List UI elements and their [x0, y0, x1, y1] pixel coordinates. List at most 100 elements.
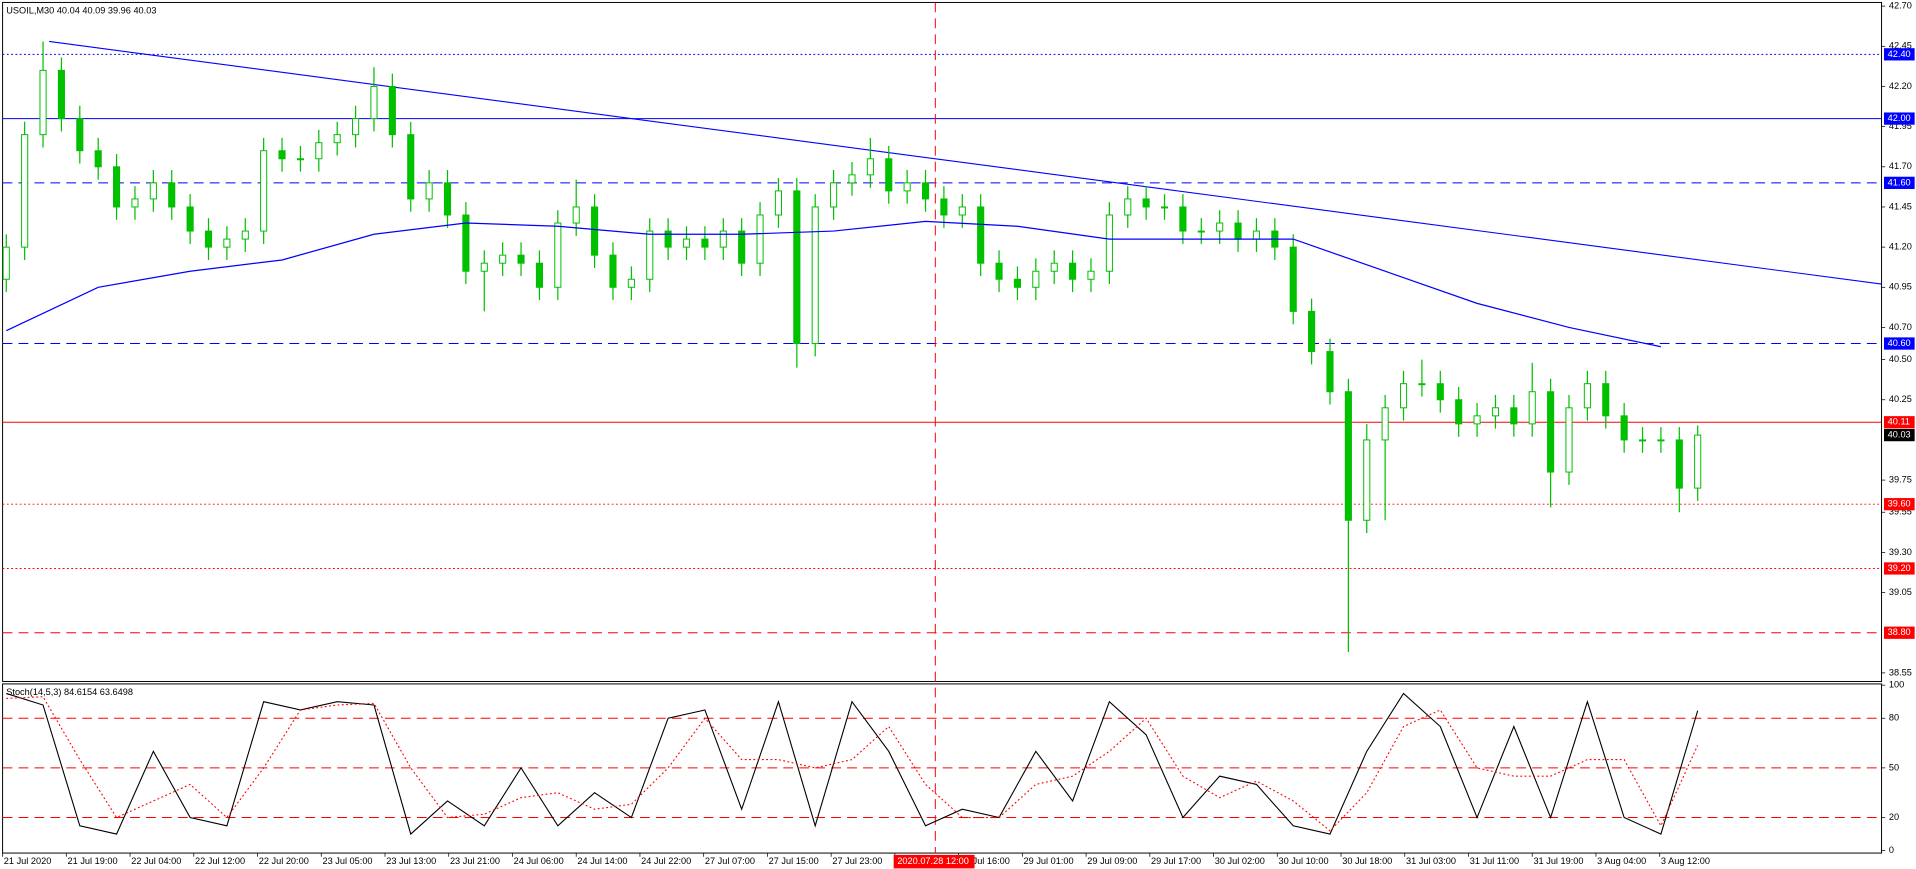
stoch-line: [6, 692, 1699, 836]
level-tag: [1883, 562, 1915, 575]
trendline: [49, 40, 1882, 285]
x-tick-label: 27 Jul 15:00: [769, 856, 819, 866]
candle-body: [1436, 383, 1444, 401]
candle-body: [1675, 439, 1683, 489]
level-tag: [1883, 498, 1915, 511]
level-tag: [1883, 48, 1915, 61]
x-tick-label: 23 Jul 21:00: [450, 856, 500, 866]
candle-body: [627, 278, 635, 288]
candle-body: [921, 182, 930, 200]
x-tick-label: 30 Jul 10:00: [1279, 856, 1329, 866]
level-tag: [1883, 626, 1915, 639]
x-tick-label: 29 Jul 01:00: [1024, 856, 1074, 866]
candle-body: [1105, 214, 1113, 272]
x-tick-label: 24 Jul 06:00: [514, 856, 564, 866]
y-tick-label: 40.25: [1889, 394, 1912, 404]
stoch-line: [6, 696, 1699, 832]
candle-body: [1289, 246, 1297, 312]
stoch-pane: [2, 683, 1883, 854]
y-tick-label: 39.55: [1889, 507, 1912, 517]
candle-body: [1363, 439, 1371, 521]
candle-body: [462, 214, 470, 272]
y-tick-label: 41.20: [1889, 242, 1912, 252]
x-tick-label: 24 Jul 22:00: [641, 856, 691, 866]
candle-body: [443, 182, 452, 216]
y-tick-label: 42.20: [1889, 81, 1912, 91]
candle-body: [186, 206, 194, 232]
symbol-label: USOIL,M30 40.04 40.09 39.96 40.03: [6, 5, 156, 15]
candle-body: [1013, 278, 1021, 288]
x-tick-label: 29 Jul 17:00: [1151, 856, 1201, 866]
candle-body: [1142, 198, 1150, 208]
y-tick-label: 40.70: [1889, 322, 1912, 332]
candle-body: [1528, 391, 1536, 425]
candle-body: [168, 182, 176, 208]
candle-body: [315, 142, 323, 160]
level-label: 42.40: [1888, 49, 1911, 59]
candle-body: [701, 238, 709, 248]
candle-body: [1473, 415, 1481, 425]
candle-body: [499, 254, 507, 264]
y-tick-label: 39.30: [1889, 547, 1912, 557]
x-tick-label: 22 Jul 12:00: [195, 856, 245, 866]
level-tag: [1883, 112, 1915, 125]
candle-body: [1638, 439, 1647, 442]
candle-body: [1197, 230, 1205, 233]
candle-body: [1510, 407, 1518, 425]
y-tick-label: 100: [1889, 680, 1904, 690]
x-tick-label: 23 Jul 05:00: [322, 856, 372, 866]
indicator-label: Stoch(14,5,3) 84.6154 63.6498: [6, 687, 133, 697]
candle-body: [591, 206, 599, 256]
candle-body: [113, 166, 121, 208]
y-tick-label: 42.45: [1889, 41, 1912, 51]
x-tick-label: 22 Jul 20:00: [259, 856, 309, 866]
candle-body: [1160, 206, 1169, 209]
candle-body: [1547, 391, 1555, 473]
candle-body: [535, 262, 543, 288]
level-tag: [1883, 416, 1915, 429]
candle-body: [94, 150, 102, 168]
candle-body: [333, 134, 341, 144]
candle-body: [977, 206, 985, 264]
level-label: 41.60: [1888, 177, 1911, 187]
candle-body: [1583, 383, 1591, 409]
candle-body: [848, 174, 856, 184]
candle-body: [76, 118, 84, 152]
candle-body: [719, 230, 727, 248]
level-tag: [1883, 176, 1915, 189]
level-label: 39.60: [1888, 499, 1911, 509]
level-label: 40.60: [1888, 338, 1911, 348]
candle-body: [554, 222, 562, 288]
candle-body: [1620, 415, 1628, 441]
y-tick-label: 41.70: [1889, 161, 1912, 171]
candle-body: [995, 262, 1003, 280]
candle-body: [2, 246, 10, 280]
candle-body: [646, 230, 654, 280]
main-pane: [2, 1, 1883, 682]
candle-body: [1399, 383, 1408, 409]
x-tick-label: 31 Jul 11:00: [1470, 856, 1519, 866]
y-tick-label: 80: [1889, 713, 1899, 723]
candle-body: [1602, 383, 1610, 417]
candle-body: [682, 238, 691, 248]
candle-body: [278, 150, 286, 160]
candle-body: [388, 85, 396, 136]
candle-body: [1491, 407, 1500, 417]
x-tick-label: 3 Aug 04:00: [1597, 856, 1646, 866]
y-tick-label: 39.75: [1889, 475, 1912, 485]
candle-body: [425, 182, 433, 200]
x-tick-label: 28 Jul 16:00: [960, 856, 1010, 866]
candle-body: [1565, 407, 1573, 473]
candle-body: [1381, 407, 1389, 441]
x-tick-label: 30 Jul 02:00: [1215, 856, 1265, 866]
candle-body: [370, 85, 378, 120]
candle-body: [1069, 262, 1077, 280]
candle-body: [885, 158, 893, 192]
candle-body: [756, 214, 764, 264]
y-tick-label: 40.95: [1889, 282, 1912, 292]
candle-body: [572, 206, 580, 224]
candle-body: [811, 206, 819, 345]
y-tick-label: 20: [1889, 812, 1899, 822]
y-tick-label: 41.95: [1889, 121, 1912, 131]
